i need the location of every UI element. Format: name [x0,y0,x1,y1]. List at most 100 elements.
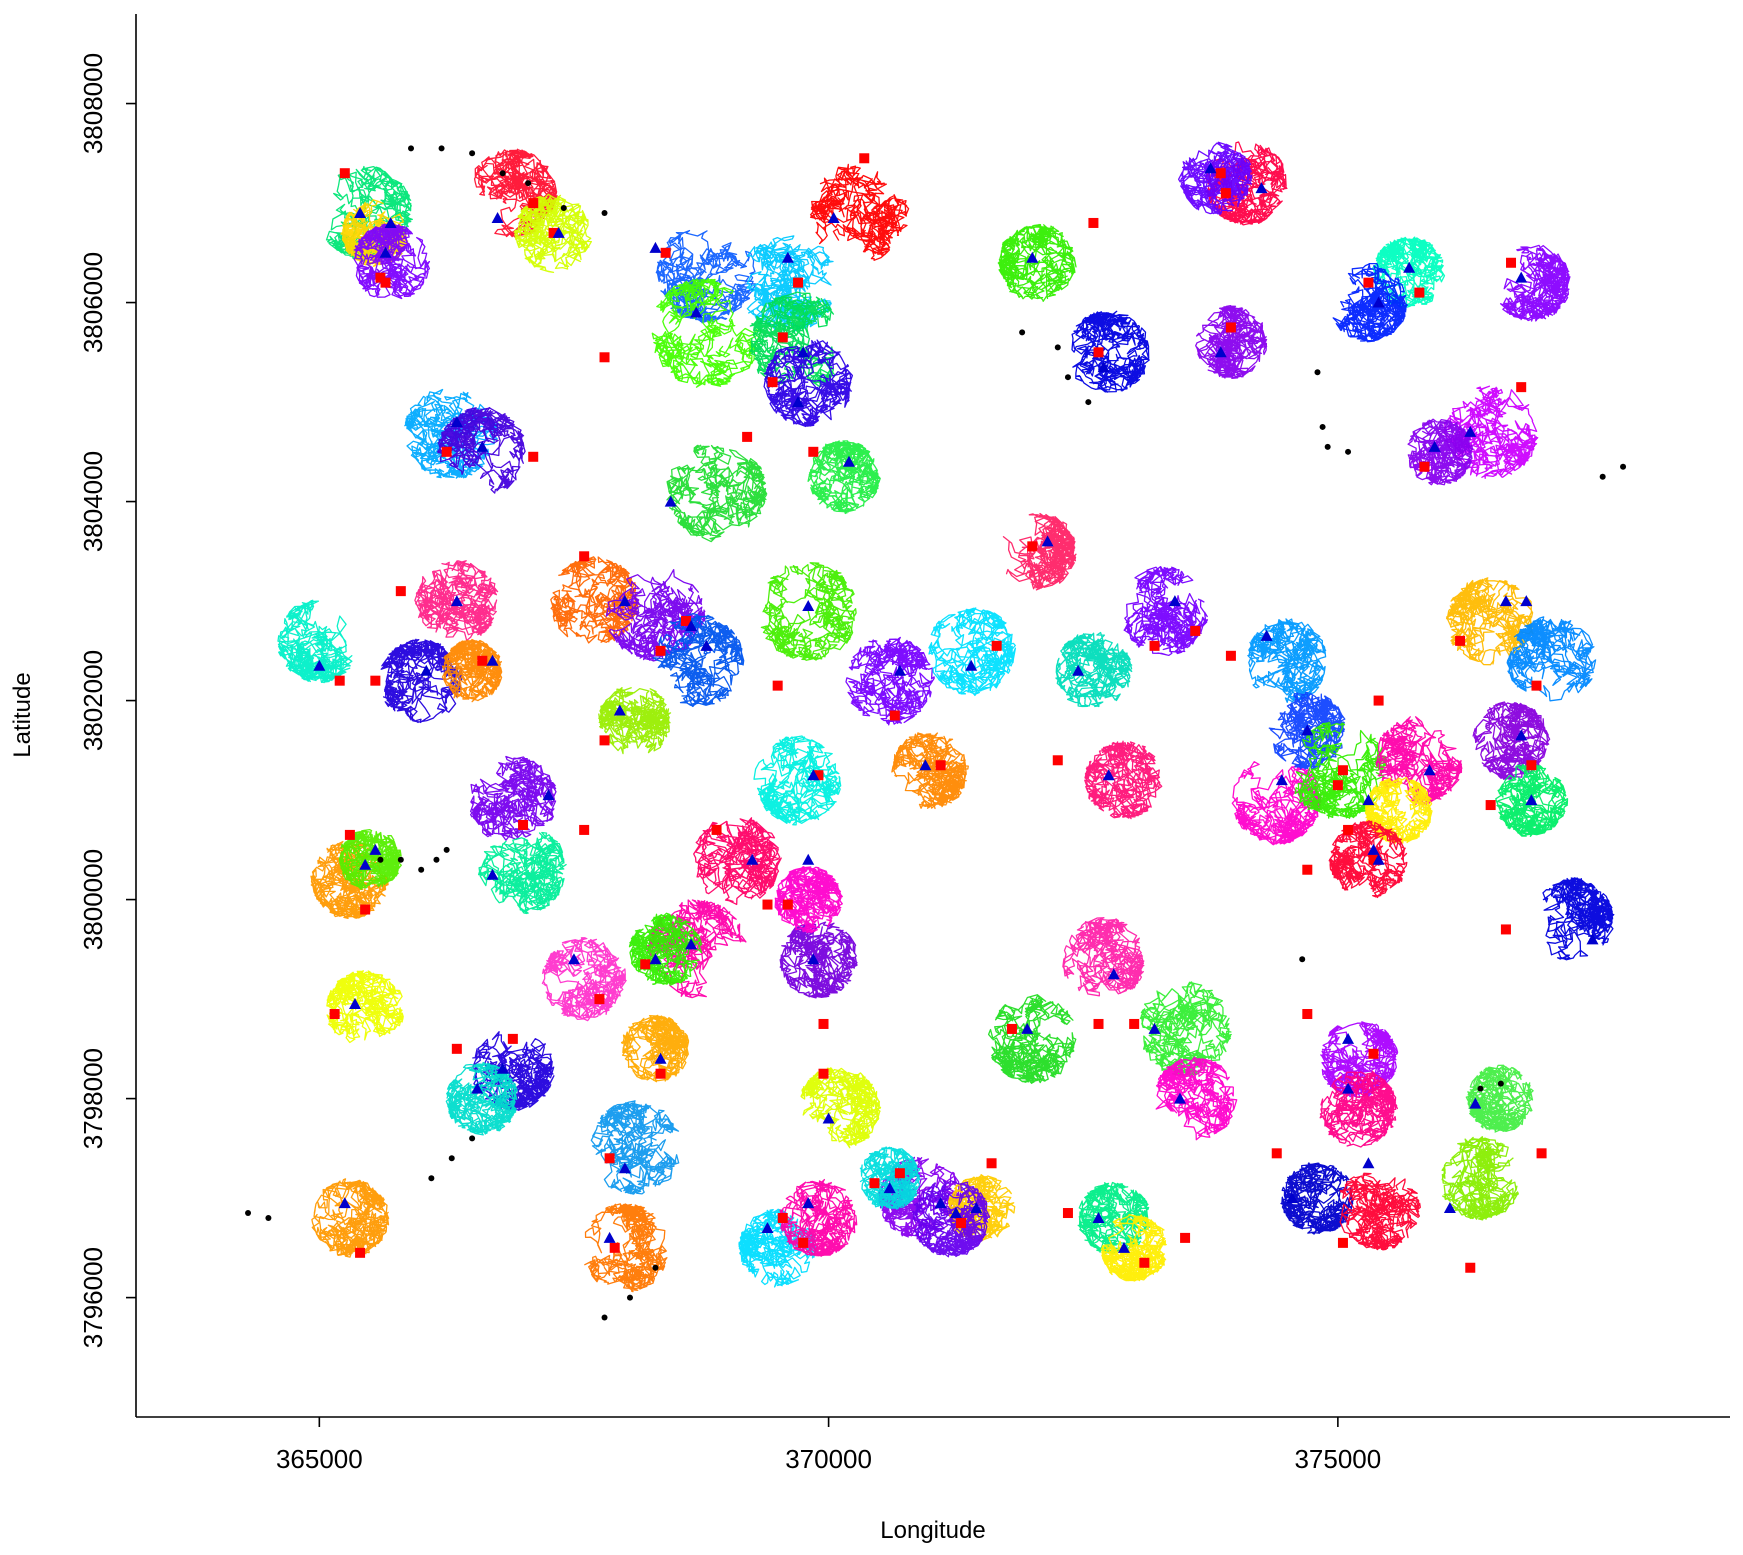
end-marker [965,659,978,671]
start-marker [1006,1023,1017,1034]
end-marker [1586,933,1599,945]
series-track [1407,418,1474,486]
other-point [652,1264,659,1271]
series-track [859,1146,921,1210]
start-marker [1302,864,1313,875]
series-track [1445,577,1534,666]
series-track [763,339,854,428]
start-marker [599,735,610,746]
series-track [353,223,431,300]
start-marker [1414,287,1425,298]
end-marker [1286,1192,1299,1204]
start-marker [1225,650,1236,661]
start-marker [742,431,753,442]
series-track [1123,566,1209,657]
end-marker [1260,629,1273,641]
end-marker [654,1052,667,1064]
start-marker [518,819,529,830]
y-tick-label: 3802000 [78,650,108,751]
series-track [1100,1214,1167,1282]
series-track [1268,691,1346,770]
other-point [1620,463,1627,470]
end-marker [1021,1022,1034,1034]
end-marker [338,1197,351,1209]
end-marker [685,938,698,950]
start-marker [370,675,381,686]
end-marker [802,853,815,865]
series-track [1332,262,1408,343]
other-point [1324,443,1331,450]
end-marker [1362,794,1375,806]
axes: 365000 370000 375000 3796000 3798000 3800000… [78,14,1730,1474]
end-marker [1204,162,1217,174]
end-marker [1026,251,1039,263]
series-track [598,686,672,755]
start-marker [1088,217,1099,228]
series-track [1077,1181,1150,1255]
series-track [1499,244,1571,322]
end-marker [1515,271,1528,283]
start-marker [594,994,605,1005]
end-marker [781,251,794,263]
end-marker [700,639,713,651]
start-marker [935,760,946,771]
series-track [1247,618,1327,703]
series-track [774,866,843,934]
start-marker [528,198,539,209]
end-marker [893,664,906,676]
other-point [525,180,532,187]
end-marker [949,1207,962,1219]
end-marker [313,659,326,671]
start-marker [772,680,783,691]
series-track [666,444,768,543]
other-point [1477,1085,1484,1092]
start-marker [579,824,590,835]
end-marker [1301,724,1314,736]
end-marker [1041,535,1054,547]
series-track [1084,740,1163,820]
other-point [1319,423,1326,430]
start-marker [609,1242,620,1253]
start-marker [1343,824,1354,835]
start-marker [1368,1048,1379,1059]
end-marker [685,619,698,631]
series-track [1506,616,1597,702]
end-marker [1372,296,1385,308]
start-marker [681,615,692,626]
start-marker [818,1068,829,1079]
other-point [626,1294,633,1301]
series-track [277,599,353,684]
end-marker [1367,843,1380,855]
series-track [1294,721,1389,820]
end-marker [450,415,463,427]
start-marker [477,655,488,666]
start-marker [808,446,819,457]
series-track [310,840,389,920]
start-marker [380,277,391,288]
end-marker [1097,361,1110,373]
start-marker [1332,780,1343,791]
start-marker [579,551,590,562]
start-marker [869,1178,880,1189]
other-point [1299,956,1306,963]
series-track [1280,1162,1354,1235]
series-track [1062,917,1145,997]
end-marker [792,396,805,408]
series-track [1002,512,1077,591]
end-marker [618,595,631,607]
series-track [1472,701,1551,780]
y-tick-label: 3798000 [78,1048,108,1149]
end-marker [471,1082,484,1094]
end-marker [379,246,392,258]
end-marker [1403,261,1416,273]
end-marker [1148,1022,1161,1034]
end-marker [491,211,504,223]
end-marker [1092,1211,1105,1223]
end-marker [348,998,361,1010]
end-marker [822,1112,835,1124]
series-track [1177,141,1253,216]
end-marker [1107,968,1120,980]
end-marker [1275,774,1288,786]
end-marker [761,1221,774,1233]
